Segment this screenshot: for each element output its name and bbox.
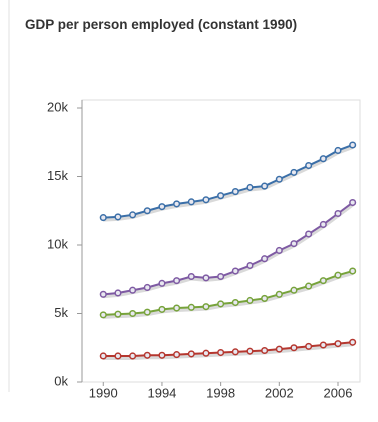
point — [217, 300, 225, 308]
point — [319, 220, 327, 228]
point — [187, 303, 195, 311]
x-tick-label: 1994 — [147, 385, 176, 400]
point — [158, 351, 166, 359]
plot-frame — [81, 99, 361, 383]
point — [261, 182, 269, 190]
point — [275, 290, 283, 298]
point — [319, 277, 327, 285]
point — [319, 155, 327, 163]
x-tick-label: 2006 — [324, 385, 353, 400]
point — [231, 267, 239, 275]
point — [158, 305, 166, 313]
point — [129, 211, 137, 219]
point — [305, 230, 313, 238]
point — [349, 141, 357, 149]
point — [290, 344, 298, 352]
point — [246, 262, 254, 270]
point — [334, 340, 342, 348]
point — [217, 192, 225, 200]
point — [129, 309, 137, 318]
point — [129, 286, 137, 294]
point — [99, 311, 107, 319]
point — [275, 175, 283, 183]
point — [143, 207, 151, 215]
point — [202, 196, 210, 204]
point — [231, 188, 239, 196]
point — [202, 349, 210, 357]
line-shadow — [103, 145, 354, 222]
point — [99, 352, 107, 360]
point — [143, 283, 151, 292]
x-tick-label: 2002 — [265, 385, 294, 400]
point — [290, 168, 298, 176]
point — [231, 298, 239, 307]
point — [99, 214, 107, 222]
point — [187, 272, 195, 281]
point — [187, 350, 195, 358]
point — [305, 282, 313, 290]
point — [129, 352, 137, 360]
point — [202, 303, 210, 311]
point — [305, 342, 313, 350]
point — [158, 203, 166, 211]
point — [158, 279, 166, 287]
point — [319, 341, 327, 349]
point — [143, 308, 151, 316]
point — [99, 290, 107, 298]
point — [349, 267, 357, 275]
y-tick-label: 0k — [54, 373, 68, 388]
point — [275, 345, 283, 353]
line-shadow — [103, 202, 354, 299]
point — [114, 289, 122, 297]
series-line — [103, 144, 354, 219]
point — [334, 209, 342, 218]
point — [114, 310, 122, 318]
point — [275, 246, 283, 255]
x-tick-label: 1998 — [206, 385, 235, 400]
y-tick-label: 5k — [54, 305, 68, 320]
point — [114, 213, 122, 221]
point — [202, 274, 210, 282]
y-tick-label: 10k — [47, 236, 68, 251]
x-tick-label: 1990 — [89, 385, 118, 400]
point — [261, 255, 269, 263]
point — [217, 348, 225, 357]
y-tick-label: 15k — [47, 168, 68, 183]
y-tick-label: 20k — [47, 99, 68, 114]
point — [173, 200, 181, 208]
point — [261, 346, 269, 355]
point — [246, 296, 254, 305]
point — [349, 198, 357, 207]
point — [246, 183, 254, 192]
point — [305, 161, 313, 170]
point — [349, 338, 357, 346]
point — [173, 351, 181, 359]
point — [290, 240, 298, 248]
point — [187, 198, 195, 206]
point — [114, 352, 122, 360]
point — [217, 272, 225, 281]
point — [261, 294, 269, 302]
point — [231, 348, 239, 356]
chart-title: GDP per person employed (constant 1990) — [25, 17, 298, 32]
point — [334, 146, 342, 155]
point — [173, 277, 181, 285]
point — [334, 271, 342, 279]
point — [143, 351, 151, 359]
point — [173, 304, 181, 312]
line-shadow — [103, 271, 354, 319]
point — [290, 286, 298, 294]
point — [246, 347, 254, 355]
